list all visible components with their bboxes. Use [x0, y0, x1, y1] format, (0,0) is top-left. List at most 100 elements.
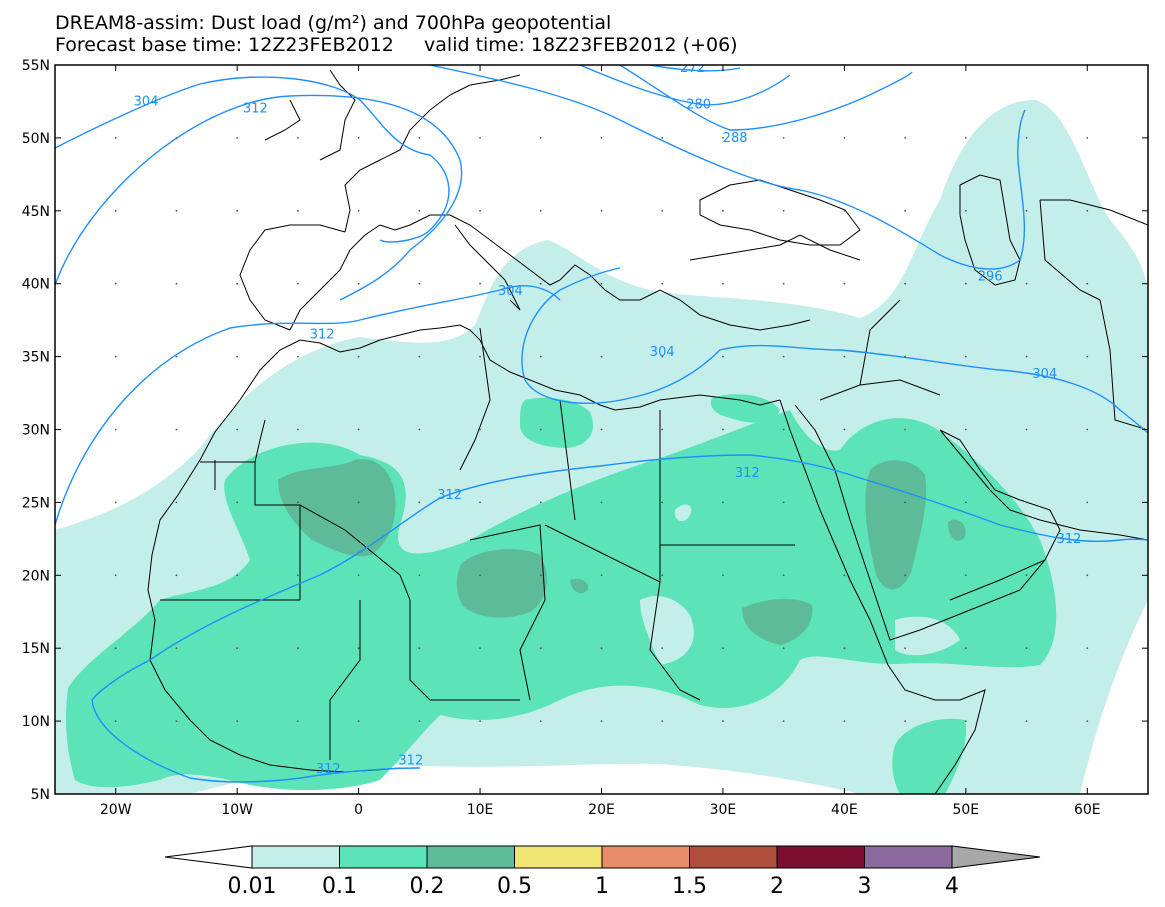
- graticule-dot: [418, 209, 421, 212]
- map-axes: 55N 50N 45N 40N 35N 30N 25N 20N 15N 10N 5N 20W 10W 0 1…: [22, 58, 1148, 818]
- graticule-dot: [782, 355, 785, 358]
- graticule-dot: [904, 282, 907, 285]
- graticule-dot: [175, 647, 178, 650]
- contour-280: [579, 65, 791, 106]
- graticule-dot: [539, 282, 542, 285]
- graticule-dot: [175, 355, 178, 358]
- graticule-dot: [904, 720, 907, 722]
- graticule-dot: [114, 647, 117, 650]
- contour-304-west: [55, 76, 450, 243]
- dust-gap-egypt: [674, 504, 692, 522]
- graticule-dot: [539, 137, 542, 139]
- contour-label: 312: [1057, 532, 1082, 547]
- contour-312-southwest: [91, 659, 421, 783]
- graticule-dot: [418, 355, 421, 358]
- graticule-dot: [479, 282, 481, 285]
- contour-304-south: [521, 289, 1148, 434]
- graticule-dot: [114, 282, 117, 285]
- graticule-dot: [175, 282, 178, 285]
- lon-tick-label: 10W: [221, 802, 253, 818]
- graticule-dot: [357, 720, 360, 722]
- graticule-dot: [418, 720, 421, 722]
- graticule-dot: [357, 501, 360, 504]
- colorbar-swatch: [864, 845, 953, 869]
- contour-label: 312: [243, 102, 268, 117]
- graticule-dot: [539, 501, 542, 504]
- lat-tick-label: 10N: [22, 714, 50, 730]
- graticule-dot: [843, 574, 846, 577]
- graticule-dot: [1025, 355, 1028, 358]
- graticule-dot: [843, 647, 846, 650]
- lon-tick-label: 20E: [588, 802, 615, 818]
- graticule-dot: [114, 355, 117, 358]
- graticule-dot: [175, 720, 178, 722]
- graticule-dot: [175, 428, 178, 431]
- graticule-dot: [782, 137, 785, 139]
- lat-tick-label: 35N: [22, 350, 50, 366]
- graticule-dot: [296, 428, 299, 431]
- graticule-dot: [964, 355, 967, 358]
- contour-label: 272: [680, 61, 705, 76]
- graticule-dot: [1086, 137, 1089, 139]
- graticule-dot: [782, 209, 785, 212]
- graticule-dot: [114, 428, 117, 431]
- graticule-dot: [600, 355, 603, 358]
- graticule-dots: [114, 137, 1089, 722]
- graticule-dot: [479, 209, 481, 212]
- graticule-dot: [661, 282, 664, 285]
- graticule-dot: [479, 720, 481, 722]
- graticule-dot: [539, 647, 542, 650]
- graticule-dot: [1025, 501, 1028, 504]
- graticule-dot: [539, 355, 542, 358]
- colorbar-swatch: [251, 845, 340, 869]
- contour-label: 304: [650, 345, 675, 360]
- colorbar-label: 2: [770, 874, 784, 899]
- graticule-dot: [1025, 209, 1028, 212]
- lon-tick-label: 0: [354, 802, 363, 818]
- dust-gap-yemen: [895, 616, 960, 656]
- graticule-dot: [1086, 428, 1089, 431]
- graticule-dot: [1086, 720, 1089, 722]
- graticule-dot: [661, 209, 664, 212]
- graticule-dot: [843, 720, 846, 722]
- graticule-dot: [1025, 720, 1028, 722]
- graticule-dot: [539, 209, 542, 212]
- graticule-dot: [236, 647, 239, 650]
- contour-label: 312: [735, 466, 760, 481]
- contour-label: 296: [978, 269, 1003, 284]
- lat-tick-label: 25N: [22, 495, 50, 511]
- graticule-dot: [782, 647, 785, 650]
- lon-tick-label: 10E: [467, 802, 494, 818]
- graticule-dot: [722, 720, 724, 722]
- graticule-dot: [357, 647, 360, 650]
- graticule-dot: [722, 137, 724, 139]
- graticule-dot: [236, 501, 239, 504]
- graticule-dot: [1025, 647, 1028, 650]
- graticule-dot: [479, 501, 481, 504]
- colorbar-under-arrow: [164, 845, 253, 869]
- lat-tick-label: 20N: [22, 568, 50, 584]
- contour-312-mid: [55, 285, 561, 526]
- graticule-dot: [114, 720, 117, 722]
- colorbar-label: 0.2: [410, 874, 445, 899]
- graticule-dot: [479, 137, 481, 139]
- graticule-dot: [661, 574, 664, 577]
- colorbar-label: 0.5: [497, 874, 532, 899]
- graticule-dot: [175, 501, 178, 504]
- graticule-dot: [539, 428, 542, 431]
- graticule-dot: [964, 574, 967, 577]
- graticule-dot: [600, 720, 603, 722]
- graticule-dot: [843, 355, 846, 358]
- contour-label: 312: [316, 762, 341, 777]
- graticule-dot: [661, 720, 664, 722]
- colorbar-swatch: [689, 845, 778, 869]
- graticule-dot: [479, 574, 481, 577]
- graticule-dot: [418, 574, 421, 577]
- graticule-dot: [600, 647, 603, 650]
- graticule-dot: [964, 137, 967, 139]
- graticule-dot: [114, 574, 117, 577]
- graticule-dot: [296, 209, 299, 212]
- graticule-dot: [114, 501, 117, 504]
- graticule-dot: [600, 574, 603, 577]
- contour-label: 280: [686, 97, 711, 112]
